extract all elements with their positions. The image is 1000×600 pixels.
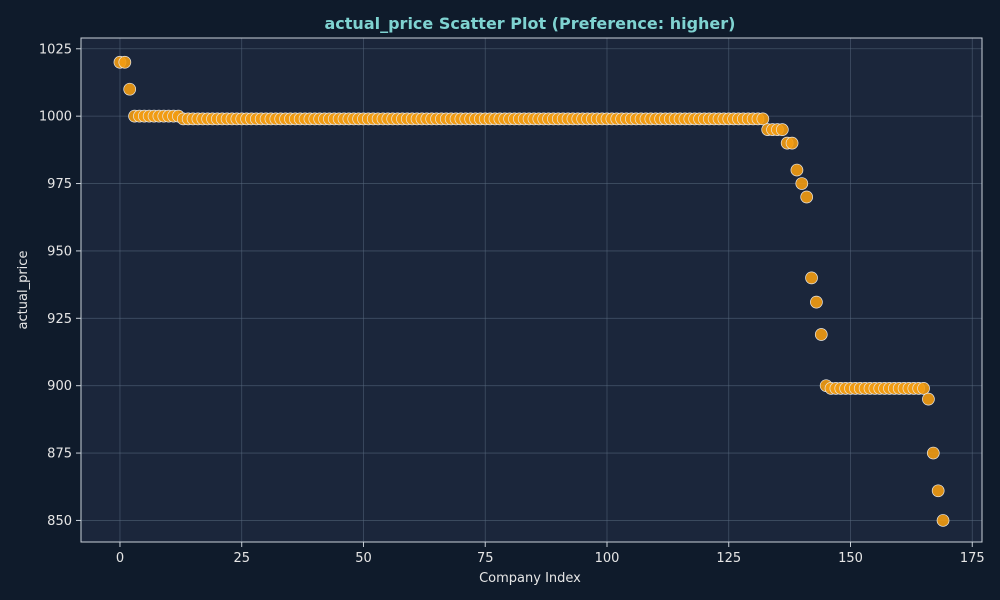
y-tick-label: 1000: [39, 110, 72, 125]
data-point: [785, 136, 799, 150]
x-tick-label: 100: [595, 551, 620, 566]
x-tick-label: 175: [960, 551, 985, 566]
y-tick-label: 900: [47, 379, 72, 394]
chart-title: actual_price Scatter Plot (Preference: h…: [325, 14, 736, 33]
y-tick-label: 975: [47, 177, 72, 192]
data-point: [922, 392, 935, 406]
data-point: [795, 177, 809, 190]
x-tick-label: 125: [716, 551, 741, 566]
x-tick-label: 75: [477, 551, 494, 566]
y-axis-label: actual_price: [16, 251, 31, 330]
data-point: [123, 82, 137, 96]
data-point: [118, 55, 132, 69]
y-tick-label: 950: [47, 244, 72, 259]
axis-ticks: 0 25 50 75 100 125 150 175 850 875 900 925 950 975 100…: [39, 42, 985, 566]
data-point: [936, 514, 950, 527]
data-point: [756, 112, 770, 126]
data-point: [775, 123, 789, 136]
data-points: [113, 55, 950, 527]
x-tick-label: 150: [838, 551, 863, 566]
x-tick-label: 50: [355, 551, 372, 566]
y-tick-label: 1025: [39, 42, 72, 57]
plot-frame: [80, 37, 983, 543]
x-axis-label: Company Index: [479, 571, 581, 586]
y-tick-label: 925: [47, 312, 72, 327]
data-point: [926, 446, 940, 460]
data-point: [917, 382, 930, 395]
data-point: [814, 328, 828, 341]
data-point: [800, 190, 814, 204]
x-tick-label: 25: [233, 551, 250, 566]
data-point: [810, 295, 823, 309]
data-point: [931, 484, 945, 498]
x-tick-label: 0: [116, 551, 124, 566]
y-tick-label: 850: [47, 514, 72, 529]
data-point: [790, 163, 804, 177]
data-point: [805, 271, 818, 285]
y-tick-label: 875: [47, 447, 72, 462]
